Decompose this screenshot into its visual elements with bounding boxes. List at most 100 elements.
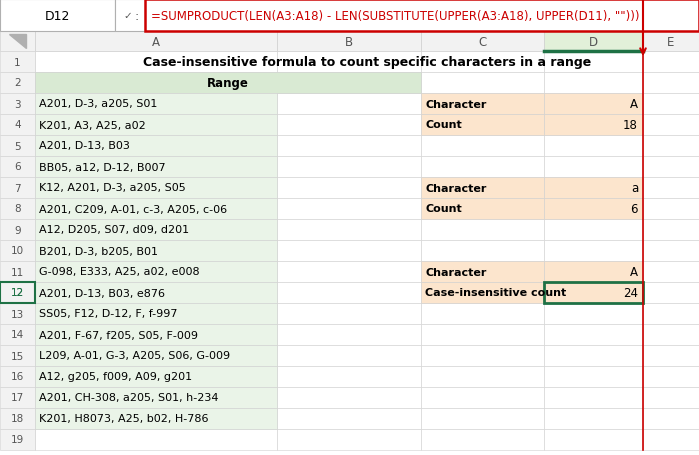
- Bar: [35, 387, 277, 408]
- Bar: [421, 115, 544, 136]
- Bar: [35, 241, 277, 262]
- Bar: [643, 52, 699, 73]
- Bar: [35, 198, 277, 219]
- Text: 11: 11: [11, 267, 24, 277]
- Bar: [643, 408, 699, 429]
- Bar: [35, 366, 277, 387]
- Bar: [277, 241, 421, 262]
- Bar: [35, 157, 277, 177]
- Text: A201, D-3, a205, S01: A201, D-3, a205, S01: [39, 99, 157, 109]
- Bar: [643, 241, 699, 262]
- Bar: [421, 283, 544, 303]
- Bar: [643, 115, 699, 136]
- Bar: [544, 283, 643, 303]
- Bar: [544, 408, 643, 429]
- Bar: [35, 366, 277, 387]
- Polygon shape: [9, 35, 27, 49]
- Bar: [544, 73, 643, 94]
- Text: K12, A201, D-3, a205, S05: K12, A201, D-3, a205, S05: [39, 183, 186, 193]
- Bar: [35, 219, 277, 241]
- Text: 12: 12: [11, 288, 24, 298]
- Text: K201, A3, A25, a02: K201, A3, A25, a02: [39, 120, 146, 130]
- Bar: [277, 283, 421, 303]
- Bar: [0, 366, 35, 387]
- Bar: [0, 0, 115, 32]
- Bar: [421, 366, 544, 387]
- Bar: [643, 94, 699, 115]
- Bar: [643, 324, 699, 345]
- Bar: [0, 241, 35, 262]
- Bar: [544, 283, 643, 303]
- Bar: [35, 32, 277, 52]
- Bar: [544, 115, 643, 136]
- Bar: [643, 32, 699, 52]
- Bar: [421, 32, 544, 52]
- Text: 8: 8: [14, 204, 21, 214]
- Bar: [544, 324, 643, 345]
- Bar: [421, 408, 544, 429]
- Bar: [421, 303, 544, 324]
- Bar: [0, 52, 35, 73]
- Text: 2: 2: [14, 78, 21, 88]
- Bar: [544, 94, 643, 115]
- Bar: [35, 94, 277, 115]
- Text: 3: 3: [14, 99, 21, 109]
- Bar: [35, 408, 277, 429]
- Bar: [0, 387, 35, 408]
- Bar: [643, 136, 699, 157]
- Bar: [115, 0, 145, 32]
- Bar: [544, 262, 643, 283]
- Bar: [35, 94, 277, 115]
- Bar: [35, 303, 277, 324]
- Text: A201, CH-308, a205, S01, h-234: A201, CH-308, a205, S01, h-234: [39, 393, 219, 403]
- Text: 1: 1: [14, 57, 21, 67]
- Bar: [35, 177, 277, 198]
- Text: Case-insensitive formula to count specific characters in a range: Case-insensitive formula to count specif…: [143, 56, 591, 69]
- Bar: [643, 73, 699, 94]
- Bar: [421, 177, 544, 198]
- Text: A12, g205, f009, A09, g201: A12, g205, f009, A09, g201: [39, 372, 192, 382]
- Bar: [0, 345, 35, 366]
- Bar: [544, 32, 643, 52]
- Text: E: E: [668, 35, 675, 48]
- Text: A201, D-13, B03, e876: A201, D-13, B03, e876: [39, 288, 165, 298]
- Bar: [35, 262, 277, 283]
- Bar: [0, 262, 35, 283]
- Bar: [643, 387, 699, 408]
- Bar: [421, 177, 544, 198]
- Text: G-098, E333, A25, a02, e008: G-098, E333, A25, a02, e008: [39, 267, 200, 277]
- Bar: [35, 324, 277, 345]
- Bar: [421, 429, 544, 450]
- Bar: [544, 198, 643, 219]
- Bar: [35, 283, 277, 303]
- Bar: [544, 366, 643, 387]
- Text: Character: Character: [425, 183, 487, 193]
- Bar: [277, 366, 421, 387]
- Bar: [643, 366, 699, 387]
- Bar: [643, 303, 699, 324]
- Bar: [277, 387, 421, 408]
- Bar: [35, 429, 277, 450]
- Bar: [35, 115, 277, 136]
- Bar: [0, 429, 35, 450]
- Text: 16: 16: [11, 372, 24, 382]
- Bar: [35, 345, 277, 366]
- Bar: [277, 429, 421, 450]
- Bar: [277, 408, 421, 429]
- Bar: [277, 177, 421, 198]
- Bar: [544, 241, 643, 262]
- Bar: [544, 387, 643, 408]
- Text: A: A: [630, 265, 638, 278]
- Bar: [421, 115, 544, 136]
- Bar: [35, 177, 277, 198]
- Text: 6: 6: [14, 162, 21, 172]
- Bar: [544, 198, 643, 219]
- Text: SS05, F12, D-12, F, f-997: SS05, F12, D-12, F, f-997: [39, 309, 178, 319]
- Bar: [35, 52, 277, 73]
- Bar: [277, 32, 421, 52]
- Bar: [0, 32, 35, 52]
- Bar: [643, 283, 699, 303]
- Bar: [421, 324, 544, 345]
- Bar: [35, 345, 277, 366]
- Bar: [544, 115, 643, 136]
